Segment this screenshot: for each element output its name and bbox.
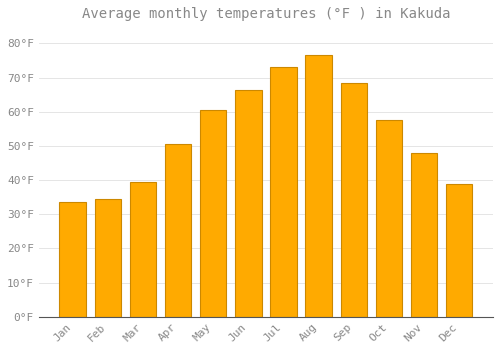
Title: Average monthly temperatures (°F ) in Kakuda: Average monthly temperatures (°F ) in Ka…	[82, 7, 450, 21]
Bar	[376, 120, 402, 317]
Bar	[60, 202, 86, 317]
Bar	[446, 183, 472, 317]
Bar	[411, 153, 438, 317]
Bar	[340, 83, 367, 317]
Bar	[200, 110, 226, 317]
Bar	[165, 144, 191, 317]
Bar	[306, 55, 332, 317]
Bar	[130, 182, 156, 317]
Bar	[94, 199, 121, 317]
Bar	[235, 90, 262, 317]
Bar	[270, 67, 296, 317]
